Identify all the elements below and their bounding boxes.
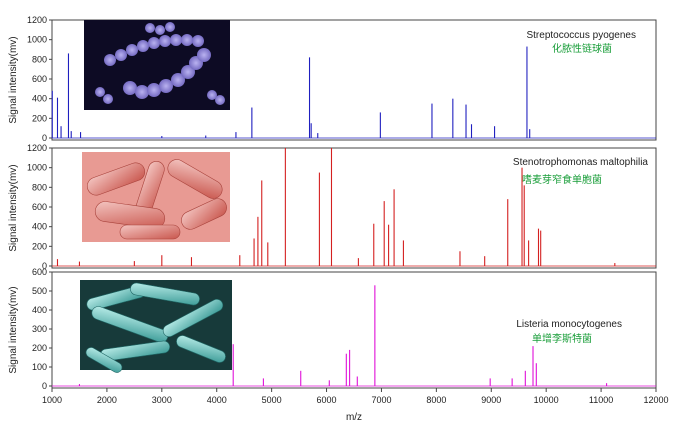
x-tick-label-11: 12000 xyxy=(643,395,668,405)
x-tick-label-1: 2000 xyxy=(97,395,117,405)
y-tick-label-3-0: 0 xyxy=(42,381,47,391)
x-axis-label: m/z xyxy=(346,412,362,423)
y-tick-label-1-4: 800 xyxy=(32,54,47,64)
y-tick-label-3-1: 100 xyxy=(32,362,47,372)
y-tick-label-3-2: 200 xyxy=(32,343,47,353)
y-tick-label-3-3: 300 xyxy=(32,324,47,334)
bacteria-photo-purple xyxy=(84,20,230,110)
x-tick-label-9: 10000 xyxy=(534,395,559,405)
organism-label-cn-3: 单增李斯特菌 xyxy=(532,332,592,345)
y-axis-label-1: Signal intensity(mv) xyxy=(8,36,19,123)
y-tick-label-1-0: 0 xyxy=(42,133,47,143)
y-tick-label-1-5: 1000 xyxy=(27,35,47,45)
x-tick-label-0: 1000 xyxy=(42,395,62,405)
y-tick-label-2-4: 800 xyxy=(32,182,47,192)
x-tick-label-6: 7000 xyxy=(371,395,391,405)
panel-frame-1 xyxy=(51,19,657,141)
y-tick-label-3-6: 600 xyxy=(32,267,47,277)
x-tick-label-3: 4000 xyxy=(207,395,227,405)
y-tick-label-1-6: 1200 xyxy=(27,15,47,25)
panel-frame-2 xyxy=(51,147,657,269)
y-tick-label-3-4: 400 xyxy=(32,305,47,315)
x-tick-label-8: 9000 xyxy=(481,395,501,405)
organism-label-en-2: Stenotrophomonas maltophilia xyxy=(513,157,649,168)
y-tick-label-2-2: 400 xyxy=(32,222,47,232)
x-tick-label-2: 3000 xyxy=(152,395,172,405)
y-tick-label-2-6: 1200 xyxy=(27,143,47,153)
x-tick-label-4: 5000 xyxy=(262,395,282,405)
x-tick-label-10: 11000 xyxy=(589,395,613,405)
organism-label-en-3: Listeria monocytogenes xyxy=(516,319,622,330)
y-tick-label-2-1: 200 xyxy=(32,241,47,251)
x-tick-label-7: 8000 xyxy=(426,395,446,405)
x-tick-label-5: 6000 xyxy=(317,395,337,405)
y-tick-label-3-5: 500 xyxy=(32,286,47,296)
y-tick-label-2-3: 600 xyxy=(32,202,47,212)
bacteria-photo-teal xyxy=(80,280,232,373)
y-axis-label-3: Signal intensity(mv) xyxy=(8,286,19,373)
organism-label-cn-2: 嗜麦芽窄食单胞菌 xyxy=(522,173,602,186)
y-tick-label-2-5: 1000 xyxy=(27,163,47,173)
panel-frame-3 xyxy=(51,271,657,389)
y-tick-label-1-1: 200 xyxy=(32,113,47,123)
organism-label-en-1: Streptococcus pyogenes xyxy=(526,30,636,41)
chart-marks: 0200400600800100012000200400600800100012… xyxy=(27,15,669,405)
y-tick-label-1-2: 400 xyxy=(32,94,47,104)
bacteria-photo-red xyxy=(82,152,230,242)
y-tick-label-1-3: 600 xyxy=(32,74,47,84)
y-axis-label-2: Signal intensity(mv) xyxy=(8,164,19,251)
organism-label-cn-1: 化脓性链球菌 xyxy=(552,42,612,55)
y-tick-label-2-0: 0 xyxy=(42,261,47,271)
